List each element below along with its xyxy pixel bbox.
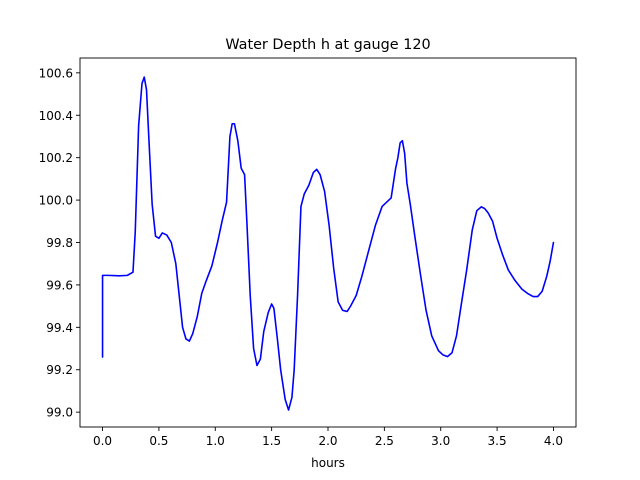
x-tick-label: 2.0	[318, 434, 337, 448]
y-tick-label: 100.2	[39, 151, 73, 165]
axes-frame	[79, 57, 577, 428]
plot-area: 0.0 0.5 1.0 1.5 2.0 2.5 3.0 3.5 4.0 99.0 99.2 99.4 9…	[39, 57, 577, 448]
x-tick-label: 3.5	[488, 434, 507, 448]
x-tick-label: 4.0	[544, 434, 563, 448]
y-tick-label: 99.0	[46, 406, 73, 420]
x-tick-label: 0.5	[149, 434, 168, 448]
y-tick-label: 99.2	[46, 363, 73, 377]
x-tick-label: 0.0	[93, 434, 112, 448]
x-tick-label: 2.5	[375, 434, 394, 448]
y-tick-label: 99.8	[46, 236, 73, 250]
y-tick-label: 99.4	[46, 321, 73, 335]
chart-title: Water Depth h at gauge 120	[225, 37, 430, 53]
y-tick-label: 100.0	[39, 194, 73, 208]
y-tick-label: 100.4	[39, 109, 73, 123]
y-tick-label: 100.6	[39, 66, 73, 80]
x-tick-label: 1.0	[206, 434, 225, 448]
x-axis-label: hours	[311, 456, 345, 470]
x-tick-label: 1.5	[262, 434, 281, 448]
series-line-0	[101, 76, 555, 411]
y-tick-label: 99.6	[46, 278, 73, 292]
x-tick-label: 3.0	[431, 434, 450, 448]
